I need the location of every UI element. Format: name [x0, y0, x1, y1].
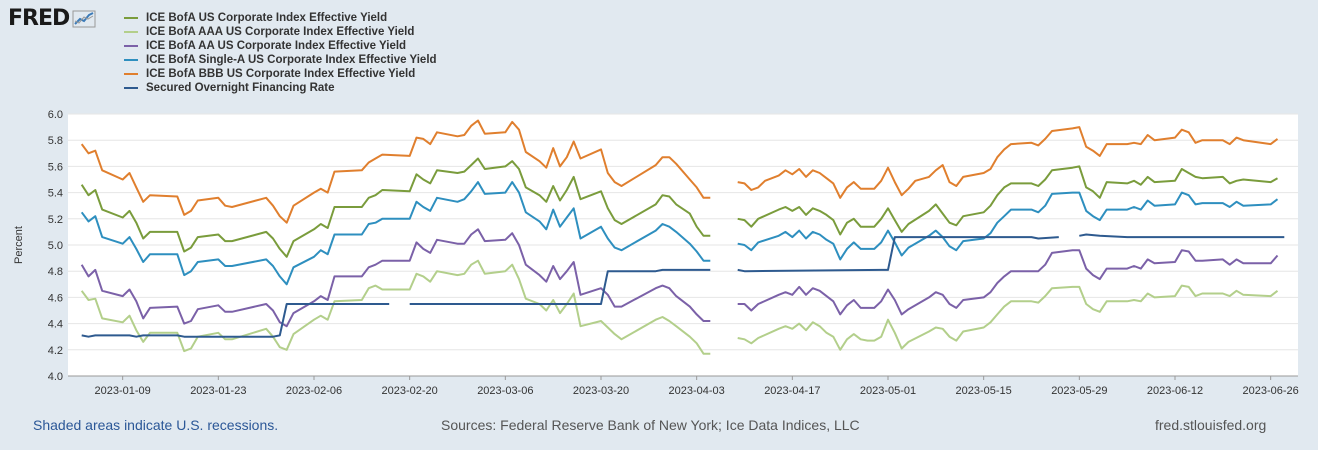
y-tick-label: 4.2	[48, 345, 63, 357]
x-tick-label: 2023-06-26	[1243, 385, 1299, 397]
series-line-1	[737, 284, 1279, 351]
series-line-4	[80, 119, 711, 224]
series-line-1	[80, 259, 711, 355]
y-tick-label: 4.4	[48, 319, 63, 331]
legend-swatch	[124, 31, 138, 33]
x-tick-label: 2023-01-09	[95, 385, 151, 397]
legend-swatch	[124, 59, 138, 61]
series-line-2	[80, 228, 711, 328]
x-tick-label: 2023-01-23	[190, 385, 246, 397]
legend-item[interactable]: Secured Overnight Financing Rate	[124, 81, 437, 95]
legend-swatch	[124, 73, 138, 75]
x-tick-label: 2023-03-06	[477, 385, 533, 397]
legend-label: ICE BofA AA US Corporate Index Effective…	[146, 40, 407, 52]
x-tick-label: 2023-05-01	[860, 385, 916, 397]
series-line-5	[1079, 233, 1285, 239]
line-chart[interactable]: 4.0 4.2 4.4 4.6 4.8 5.0 5.2 5.4 5.6 5.8 6.0 2023-01…	[0, 0, 1318, 410]
site-link[interactable]: fred.stlouisfed.org	[1155, 417, 1267, 433]
x-tick-label: 2023-05-15	[956, 385, 1012, 397]
chart-legend: ICE BofA US Corporate Index Effective Yi…	[124, 11, 437, 95]
legend-swatch	[124, 17, 138, 19]
x-tick-label: 2023-05-29	[1051, 385, 1107, 397]
y-tick-label: 4.6	[48, 292, 63, 304]
legend-item[interactable]: ICE BofA AAA US Corporate Index Effectiv…	[124, 25, 437, 39]
series-line-5	[81, 303, 390, 338]
x-tick-label: 2023-04-03	[669, 385, 725, 397]
legend-label: ICE BofA US Corporate Index Effective Yi…	[146, 12, 388, 24]
series-line-2	[737, 249, 1279, 316]
legend-item[interactable]: ICE BofA BBB US Corporate Index Effectiv…	[124, 67, 437, 81]
x-tick-label: 2023-02-20	[382, 385, 438, 397]
y-tick-label: 4.8	[48, 266, 63, 278]
chart-line-icon	[72, 10, 96, 27]
y-tick-label: 5.4	[48, 188, 63, 200]
x-tick-label: 2023-02-06	[286, 385, 342, 397]
legend-item[interactable]: ICE BofA Single-A US Corporate Index Eff…	[124, 53, 437, 67]
series-line-3	[737, 191, 1279, 261]
legend-label: Secured Overnight Financing Rate	[146, 82, 335, 94]
recession-note: Shaded areas indicate U.S. recessions.	[33, 417, 279, 433]
legend-swatch	[124, 87, 138, 89]
series-line-5	[409, 268, 711, 305]
legend-item[interactable]: ICE BofA US Corporate Index Effective Yi…	[124, 11, 437, 25]
legend-swatch	[124, 45, 138, 47]
y-axis-title: Percent	[13, 226, 25, 264]
legend-label: ICE BofA AAA US Corporate Index Effectiv…	[146, 26, 415, 38]
x-tick-label: 2023-06-12	[1147, 385, 1203, 397]
y-tick-label: 5.8	[48, 135, 63, 147]
x-tick-label: 2023-04-17	[764, 385, 820, 397]
legend-label: ICE BofA BBB US Corporate Index Effectiv…	[146, 68, 416, 80]
series-line-5	[737, 236, 1059, 273]
legend-label: ICE BofA Single-A US Corporate Index Eff…	[146, 54, 437, 66]
x-tick-label: 2023-03-20	[573, 385, 629, 397]
sources-text: Sources: Federal Reserve Bank of New Yor…	[441, 417, 860, 433]
y-tick-label: 5.0	[48, 240, 63, 252]
y-tick-label: 5.2	[48, 214, 63, 226]
legend-item[interactable]: ICE BofA AA US Corporate Index Effective…	[124, 39, 437, 53]
series-line-4	[737, 126, 1279, 199]
y-tick-label: 5.6	[48, 161, 63, 173]
y-tick-label: 4.0	[48, 371, 63, 383]
series-line-0	[80, 157, 711, 258]
y-tick-label: 6.0	[48, 109, 63, 121]
series-line-0	[737, 165, 1278, 236]
series-line-3	[80, 181, 711, 286]
fred-logo[interactable]: FRED	[8, 6, 96, 31]
logo-text: FRED	[8, 6, 70, 31]
